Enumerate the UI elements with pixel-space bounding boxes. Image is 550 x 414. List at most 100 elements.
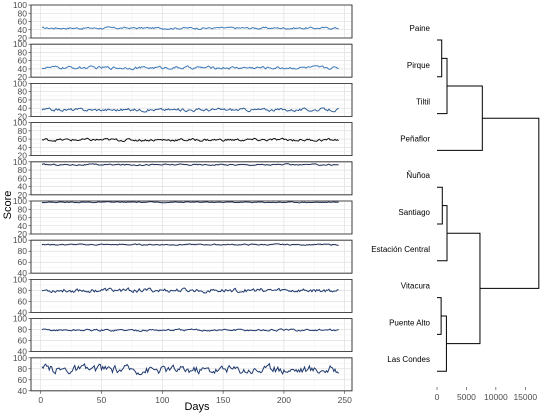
- dendrogram-link: [437, 85, 483, 151]
- series-line: [41, 163, 339, 167]
- y-tick-label: 40: [18, 386, 28, 396]
- y-tick-label: 40: [18, 347, 28, 357]
- y-tick-label: 80: [18, 47, 28, 57]
- x-tick-label: 0: [38, 395, 43, 405]
- y-tick-label: 40: [18, 268, 28, 278]
- y-tick-label: 80: [18, 204, 28, 214]
- panel-border: [30, 200, 353, 235]
- dendrogram-link: [437, 315, 447, 372]
- leaf-label: Paine: [410, 24, 431, 33]
- y-tick-label: 100: [13, 39, 27, 49]
- leaf-label: Santiago: [398, 208, 430, 217]
- y-tick-label: 100: [13, 118, 27, 128]
- y-tick-label: 60: [18, 375, 28, 385]
- dendrogram-x-tick-label: 10000: [484, 392, 508, 402]
- y-tick-label: 60: [18, 336, 28, 346]
- panel-border: [30, 278, 353, 313]
- leaf-label: Las Condes: [387, 355, 430, 364]
- y-tick-label: 20: [18, 151, 28, 161]
- series-line: [41, 201, 339, 204]
- panel-border: [30, 43, 353, 78]
- leaf-label: Tiltil: [416, 98, 430, 107]
- panel-border: [30, 4, 353, 39]
- y-tick-label: 20: [18, 33, 28, 43]
- y-tick-label: 60: [18, 17, 28, 27]
- panel-border: [30, 239, 353, 274]
- y-tick-label: 40: [18, 307, 28, 317]
- panel-border: [30, 161, 353, 196]
- y-tick-label: 60: [18, 134, 28, 144]
- y-tick-label: 100: [13, 353, 27, 363]
- y-axis-title: Score: [2, 191, 14, 220]
- y-tick-label: 100: [13, 235, 27, 245]
- y-tick-label: 80: [18, 87, 28, 97]
- y-tick-label: 100: [13, 314, 27, 324]
- series-line: [41, 137, 339, 143]
- y-tick-label: 80: [18, 246, 28, 256]
- series-line: [41, 362, 340, 376]
- x-axis: 0 50 100 150 200 250: [38, 390, 352, 405]
- y-tick-label: 40: [18, 221, 28, 231]
- y-tick-label: 40: [18, 25, 28, 35]
- time-series-panels: 2040608010020406080100204060801002040608…: [13, 0, 353, 396]
- series-line: [41, 243, 339, 246]
- x-axis-title: Days: [184, 401, 210, 413]
- y-tick-label: 60: [18, 296, 28, 306]
- x-tick-label: 100: [155, 395, 169, 405]
- leaf-label: Ñuñoa: [406, 171, 430, 180]
- y-tick-label: 60: [18, 56, 28, 66]
- leaf-label: Peñaflor: [400, 134, 430, 143]
- y-tick-label: 80: [18, 165, 28, 175]
- series-line: [41, 287, 339, 294]
- series-line: [41, 26, 339, 30]
- y-tick-label: 40: [18, 103, 28, 113]
- y-tick-label: 20: [18, 72, 28, 82]
- y-tick-label: 80: [18, 8, 28, 18]
- dendrogram-x-tick-label: 15000: [513, 392, 537, 402]
- leaf-label: Pirque: [407, 61, 431, 70]
- y-tick-label: 100: [13, 157, 27, 167]
- y-tick-label: 80: [18, 325, 28, 335]
- y-tick-label: 60: [18, 95, 28, 105]
- leaf-label: Vitacura: [401, 282, 431, 291]
- leaf-label: Estación Central: [371, 245, 430, 254]
- dendrogram-link: [437, 39, 443, 78]
- dendrogram-link: [437, 186, 443, 225]
- dendrogram-x-tick-label: 0: [435, 392, 440, 402]
- leaf-label: Puente Alto: [389, 318, 430, 327]
- x-tick-label: 150: [216, 395, 230, 405]
- y-tick-label: 40: [18, 64, 28, 74]
- y-tick-label: 100: [13, 196, 27, 206]
- dendrogram-link: [446, 232, 481, 345]
- y-tick-label: 60: [18, 173, 28, 183]
- y-tick-label: 20: [18, 190, 28, 200]
- y-tick-label: 60: [18, 257, 28, 267]
- y-tick-label: 80: [18, 285, 28, 295]
- x-tick-label: 50: [97, 395, 107, 405]
- panel-border: [30, 357, 353, 392]
- y-tick-label: 100: [13, 274, 27, 284]
- dendrogram-link: [479, 117, 540, 289]
- y-tick-label: 80: [18, 364, 28, 374]
- series-line: [41, 65, 339, 71]
- series-line: [41, 328, 339, 332]
- y-tick-label: 40: [18, 182, 28, 192]
- panel-border: [30, 318, 353, 353]
- x-tick-label: 250: [338, 395, 352, 405]
- y-tick-label: 80: [18, 126, 28, 136]
- y-tick-label: 20: [18, 111, 28, 121]
- y-tick-label: 40: [18, 142, 28, 152]
- panel-border: [30, 122, 353, 156]
- x-tick-label: 200: [277, 395, 291, 405]
